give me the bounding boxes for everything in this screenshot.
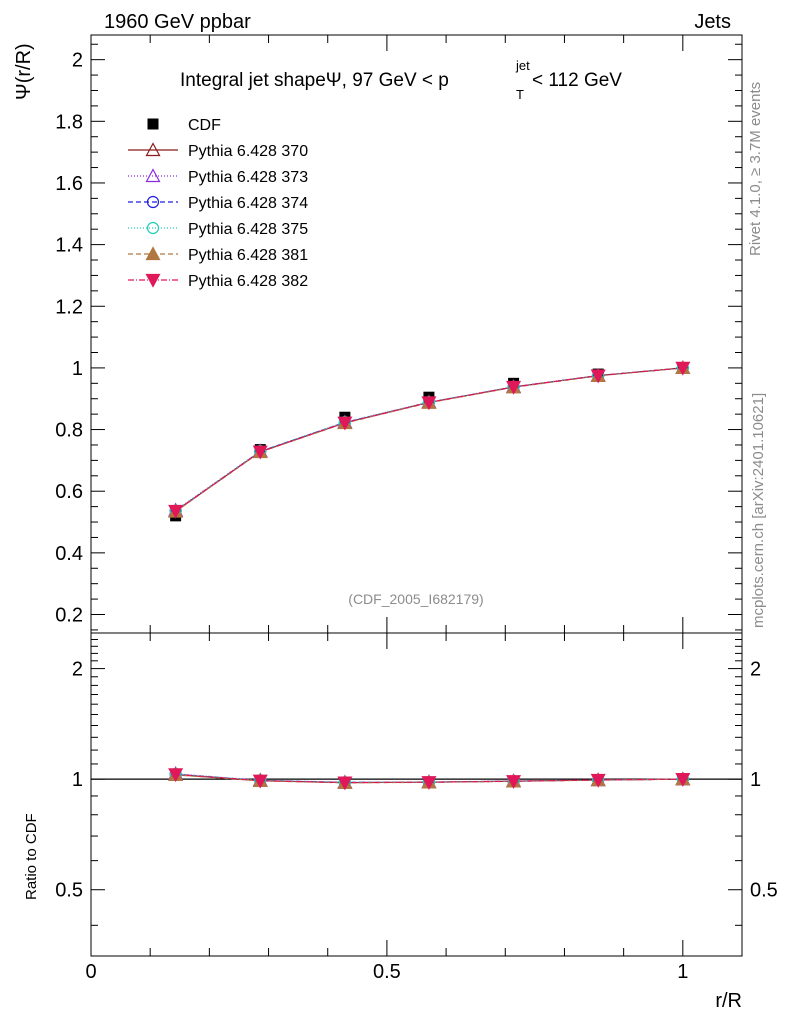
- ratio-tick-label-right: 1: [750, 769, 761, 791]
- series-marker-5: [168, 504, 184, 519]
- legend-marker-cdf: [147, 118, 159, 130]
- y-tick-label: 1: [72, 358, 83, 380]
- legend-label-4: Pythia 6.428 381: [188, 247, 308, 264]
- x-axis-label: r/R: [715, 990, 742, 1012]
- legend-label-2: Pythia 6.428 374: [188, 195, 308, 212]
- chart-title: Integral jet shapeΨ, 97 GeV < p jet T < …: [180, 58, 622, 102]
- series-marker-5: [337, 416, 353, 431]
- legend-label-1: Pythia 6.428 373: [188, 169, 308, 186]
- y-tick-label: 0.8: [55, 420, 83, 442]
- y-tick-label: 0.2: [55, 605, 83, 627]
- ratio-marker-5: [675, 773, 691, 787]
- analysis-watermark: (CDF_2005_I682179): [348, 591, 483, 607]
- series-line-4: [175, 367, 683, 513]
- legend-marker-3: [146, 221, 160, 235]
- y-axis-label: Ψ(r/R): [13, 43, 35, 100]
- ratio-tick-label-right: 2: [750, 659, 761, 681]
- series-line-2: [175, 367, 683, 512]
- ratio-tick-label-right: 0.5: [750, 880, 778, 902]
- ratio-axis-label: Ratio to CDF: [23, 813, 40, 900]
- series-markers: [168, 360, 691, 791]
- y-tick-label: 0.4: [55, 543, 83, 565]
- y-tick-label: 1.4: [55, 235, 83, 257]
- x-tick-label: 0.5: [373, 961, 401, 983]
- tick-labels: 0.2 0.4 0.6 0.8 1 1.2 1.4 1.6 1.8 2 0 0.5 1 0.5 0.5 1 1 2…: [55, 50, 778, 983]
- ratio-marker-5: [506, 775, 522, 789]
- ratio-marker-5: [421, 776, 437, 790]
- y-tick-label: 1.2: [55, 296, 83, 318]
- title-sup: jet: [515, 58, 530, 73]
- ratio-marker-5: [168, 768, 184, 783]
- x-tick-label: 1: [677, 961, 688, 983]
- y-tick-label: 1.8: [55, 111, 83, 133]
- series-lines: [175, 367, 683, 784]
- series-marker-5: [675, 361, 691, 376]
- legend-label-0: Pythia 6.428 370: [188, 143, 308, 160]
- legend-marker-0: [145, 142, 161, 157]
- ratio-tick-label-left: 2: [72, 659, 83, 681]
- legend-marker-1: [145, 168, 161, 183]
- series-line-5: [175, 367, 683, 512]
- legend: CDF Pythia 6.428 370 Pythia 6.428 373 Pythi…: [128, 117, 308, 290]
- rivet-label: Rivet 4.1.0, ≥ 3.7M events: [747, 82, 764, 256]
- series-marker-5: [421, 396, 437, 411]
- legend-label-3: Pythia 6.428 375: [188, 221, 308, 238]
- series-line-3: [175, 367, 683, 512]
- y-tick-label: 1.6: [55, 173, 83, 195]
- mcplots-label: mcplots.cern.ch [arXiv:2401.10621]: [750, 393, 767, 628]
- x-tick-label: 0: [85, 961, 96, 983]
- title-sub: T: [516, 87, 524, 102]
- y-tick-label: 2: [72, 50, 83, 72]
- legend-marker-4: [145, 246, 161, 261]
- title-tail: < 112 GeV: [532, 70, 622, 91]
- header-left: 1960 GeV ppbar: [104, 11, 251, 33]
- header-right: Jets: [694, 11, 731, 33]
- title-main: Integral jet shapeΨ, 97 GeV < p: [180, 70, 449, 91]
- ratio-marker-5: [590, 773, 606, 788]
- legend-marker-5: [145, 273, 161, 288]
- ratio-panel-frame: [90, 632, 743, 957]
- legend-label-cdf: CDF: [188, 117, 221, 134]
- series-marker-5: [506, 380, 522, 395]
- axis-ticks: [90, 35, 743, 956]
- ratio-marker-5: [252, 774, 268, 789]
- ratio-marker-5: [337, 776, 353, 791]
- series-line-1: [175, 367, 683, 511]
- ratio-tick-label-left: 0.5: [55, 880, 83, 902]
- series-marker-5: [252, 445, 268, 460]
- legend-label-5: Pythia 6.428 382: [188, 273, 308, 290]
- series-marker-5: [590, 369, 606, 384]
- legend-marker-2: [146, 195, 160, 209]
- y-tick-label: 0.6: [55, 481, 83, 503]
- ratio-tick-label-left: 1: [72, 769, 83, 791]
- series-line-0: [175, 367, 683, 512]
